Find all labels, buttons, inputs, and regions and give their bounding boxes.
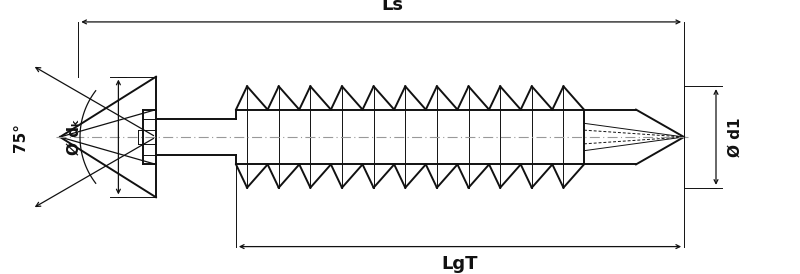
Text: Ls: Ls: [381, 0, 403, 14]
Text: Ø d1: Ø d1: [728, 117, 743, 157]
Text: 75°: 75°: [13, 122, 27, 152]
Text: Ø dₖ: Ø dₖ: [67, 119, 82, 155]
Text: LgT: LgT: [442, 255, 478, 273]
